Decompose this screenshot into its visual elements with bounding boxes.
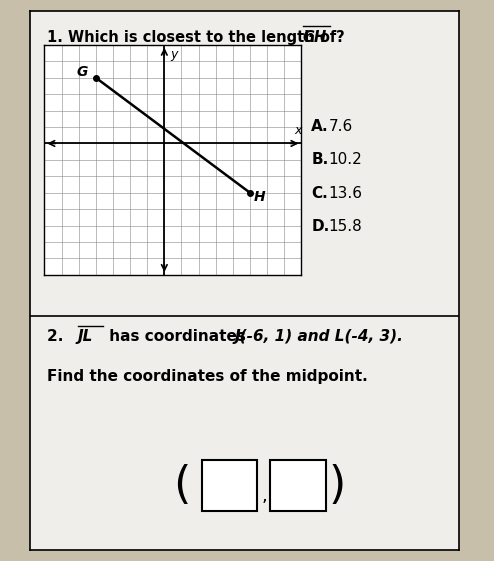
Text: H: H: [253, 190, 265, 204]
Text: G: G: [77, 65, 88, 79]
Text: GH: GH: [302, 30, 327, 45]
Text: D.: D.: [311, 219, 329, 234]
Text: C.: C.: [311, 186, 328, 201]
Text: has coordinates: has coordinates: [104, 329, 250, 344]
Text: 2.: 2.: [47, 329, 69, 344]
Text: B.: B.: [311, 153, 329, 167]
Bar: [202, 459, 257, 511]
Text: Find the coordinates of the midpoint.: Find the coordinates of the midpoint.: [47, 369, 368, 384]
Text: (: (: [173, 463, 191, 507]
Text: ): ): [329, 463, 346, 507]
Text: ,: ,: [262, 487, 267, 505]
Text: A.: A.: [311, 119, 329, 134]
Text: 13.6: 13.6: [329, 186, 362, 201]
Text: x: x: [294, 123, 302, 136]
Text: JL: JL: [78, 329, 93, 344]
Text: 7.6: 7.6: [329, 119, 353, 134]
Text: J(-6, 1) and L(-4, 3).: J(-6, 1) and L(-4, 3).: [235, 329, 404, 344]
Text: 10.2: 10.2: [329, 153, 362, 167]
Text: ?: ?: [331, 30, 345, 45]
Bar: [270, 459, 326, 511]
Text: 1. Which is closest to the length of: 1. Which is closest to the length of: [47, 30, 341, 45]
Text: 15.8: 15.8: [329, 219, 362, 234]
Text: y: y: [170, 48, 178, 61]
